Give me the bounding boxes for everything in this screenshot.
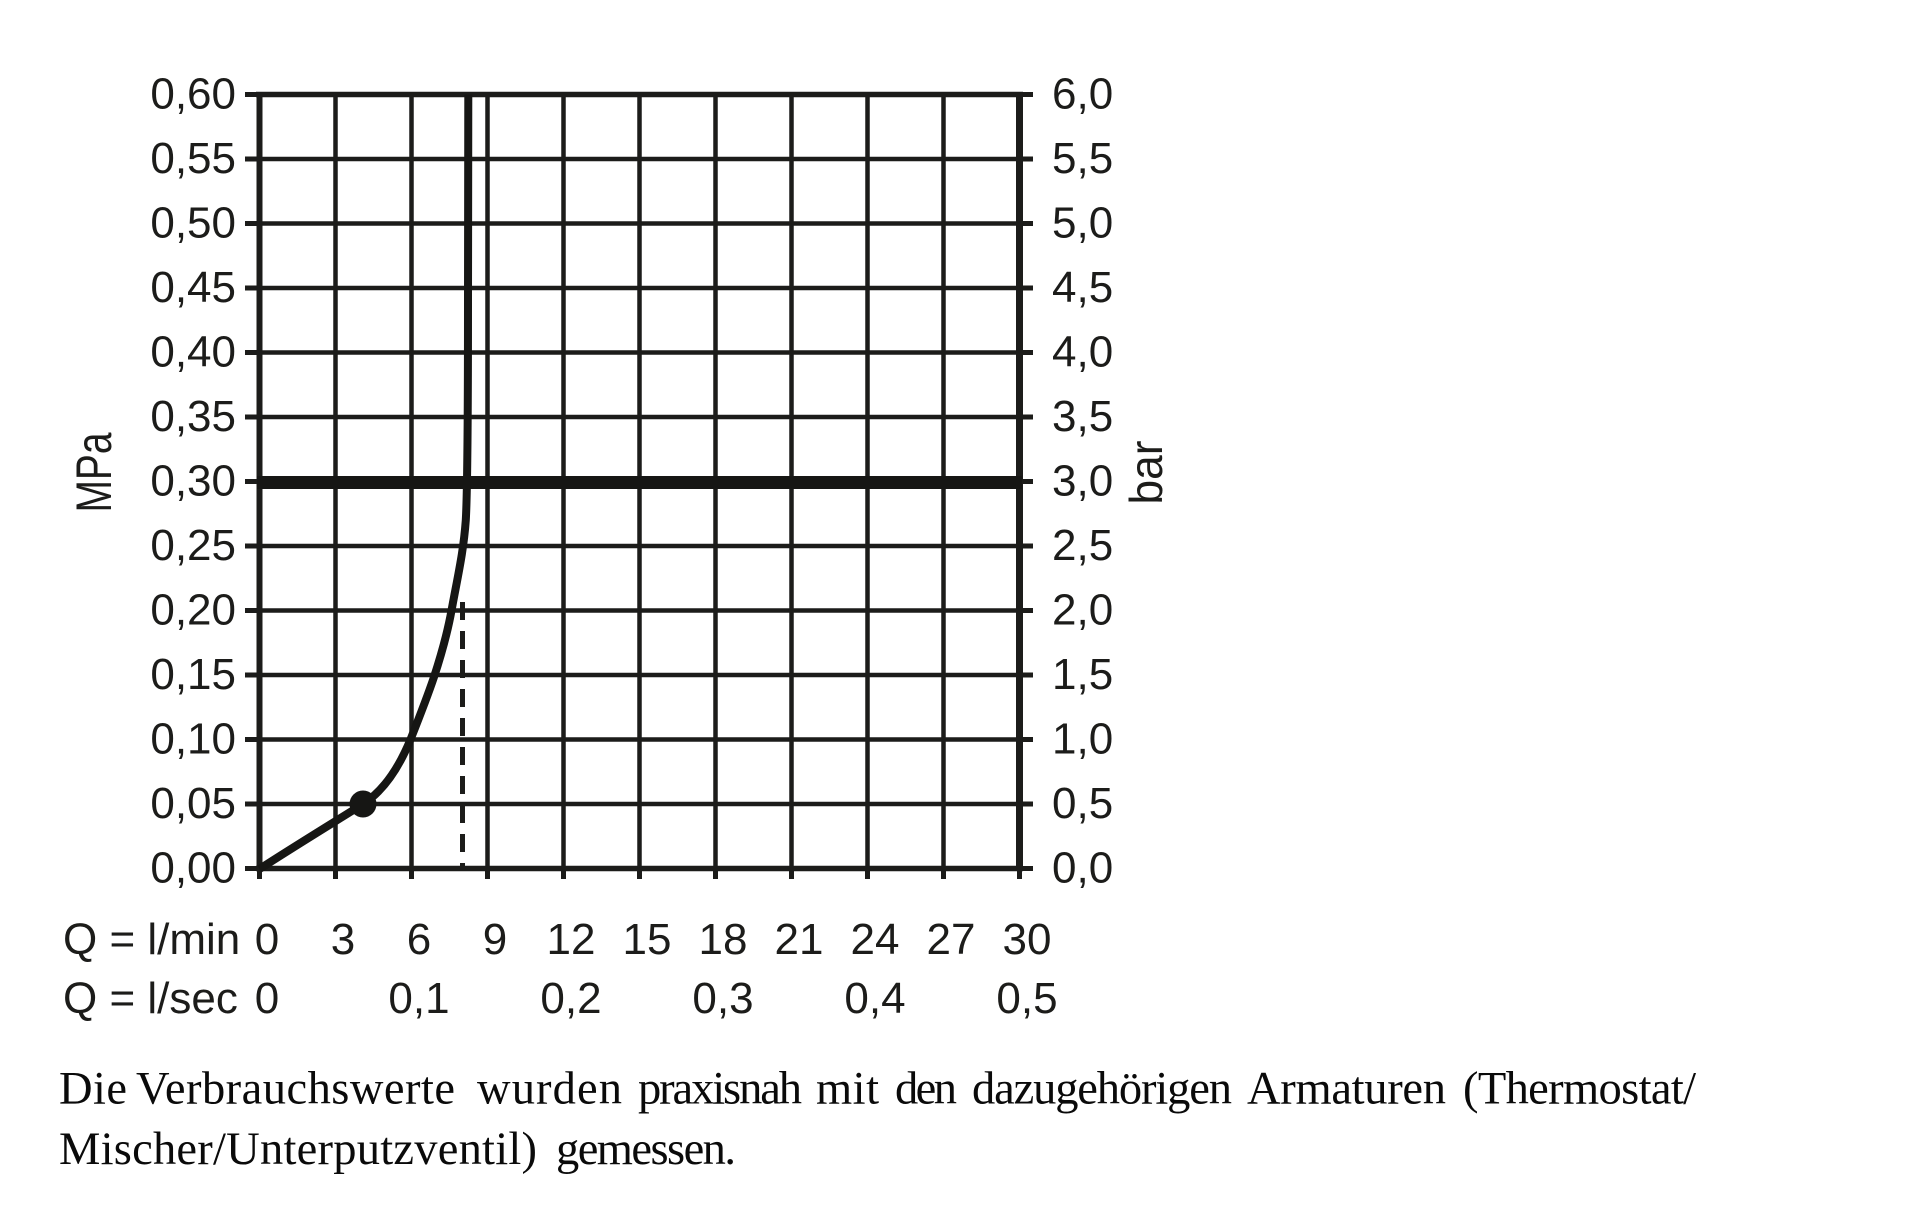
svg-text:0,4: 0,4 xyxy=(844,974,905,1023)
svg-text:0,3: 0,3 xyxy=(692,974,753,1023)
svg-text:15: 15 xyxy=(623,915,672,964)
svg-text:0,25: 0,25 xyxy=(150,521,236,570)
svg-text:Q = l/sec: Q = l/sec xyxy=(63,974,238,1023)
svg-text:den: den xyxy=(895,1064,957,1115)
svg-text:18: 18 xyxy=(699,915,748,964)
svg-text:12: 12 xyxy=(547,915,596,964)
svg-text:2,5: 2,5 xyxy=(1052,521,1113,570)
svg-text:4,5: 4,5 xyxy=(1052,263,1113,312)
svg-text:0,0: 0,0 xyxy=(1052,844,1113,893)
svg-text:0,15: 0,15 xyxy=(150,650,236,699)
svg-text:21: 21 xyxy=(775,915,824,964)
svg-text:27: 27 xyxy=(927,915,976,964)
svg-text:(Thermostat/: (Thermostat/ xyxy=(1463,1064,1696,1115)
svg-text:0,35: 0,35 xyxy=(150,392,236,441)
svg-text:0,45: 0,45 xyxy=(150,263,236,312)
svg-text:4,0: 4,0 xyxy=(1052,328,1113,377)
svg-text:0,00: 0,00 xyxy=(150,844,236,893)
svg-text:wurden: wurden xyxy=(477,1064,622,1115)
svg-text:gemessen.: gemessen. xyxy=(556,1124,736,1175)
svg-text:Verbrauchswerte: Verbrauchswerte xyxy=(136,1064,455,1115)
svg-text:6: 6 xyxy=(407,915,431,964)
svg-text:Q = l/min: Q = l/min xyxy=(63,915,240,964)
svg-text:0,2: 0,2 xyxy=(540,974,601,1023)
svg-text:mit: mit xyxy=(816,1064,879,1115)
svg-text:0,10: 0,10 xyxy=(150,715,236,764)
svg-text:0,30: 0,30 xyxy=(150,457,236,506)
svg-text:3: 3 xyxy=(331,915,355,964)
svg-text:bar: bar xyxy=(1120,441,1172,505)
svg-text:3,5: 3,5 xyxy=(1052,392,1113,441)
svg-text:1,5: 1,5 xyxy=(1052,650,1113,699)
svg-text:dazugehörigen: dazugehörigen xyxy=(972,1064,1232,1115)
svg-text:Mischer/Unterputzventil): Mischer/Unterputzventil) xyxy=(59,1124,537,1175)
svg-text:0,1: 0,1 xyxy=(388,974,449,1023)
svg-text:0,20: 0,20 xyxy=(150,586,236,635)
svg-text:0,5: 0,5 xyxy=(996,974,1057,1023)
svg-text:0,05: 0,05 xyxy=(150,779,236,828)
svg-text:0: 0 xyxy=(255,915,279,964)
svg-text:0,60: 0,60 xyxy=(150,70,236,119)
svg-text:2,0: 2,0 xyxy=(1052,586,1113,635)
svg-text:24: 24 xyxy=(851,915,900,964)
svg-text:6,0: 6,0 xyxy=(1052,70,1113,119)
svg-text:1,0: 1,0 xyxy=(1052,715,1113,764)
svg-text:0,40: 0,40 xyxy=(150,328,236,377)
svg-text:5,0: 5,0 xyxy=(1052,199,1113,248)
svg-text:0,55: 0,55 xyxy=(150,134,236,183)
svg-text:30: 30 xyxy=(1003,915,1052,964)
svg-text:Die: Die xyxy=(59,1064,127,1115)
svg-text:MPa: MPa xyxy=(66,432,122,512)
svg-text:3,0: 3,0 xyxy=(1052,457,1113,506)
svg-text:0,5: 0,5 xyxy=(1052,779,1113,828)
svg-text:0,50: 0,50 xyxy=(150,199,236,248)
svg-text:5,5: 5,5 xyxy=(1052,134,1113,183)
svg-text:9: 9 xyxy=(483,915,507,964)
svg-text:0: 0 xyxy=(255,974,279,1023)
svg-text:Armaturen: Armaturen xyxy=(1247,1064,1446,1115)
svg-text:praxisnah: praxisnah xyxy=(638,1064,802,1115)
